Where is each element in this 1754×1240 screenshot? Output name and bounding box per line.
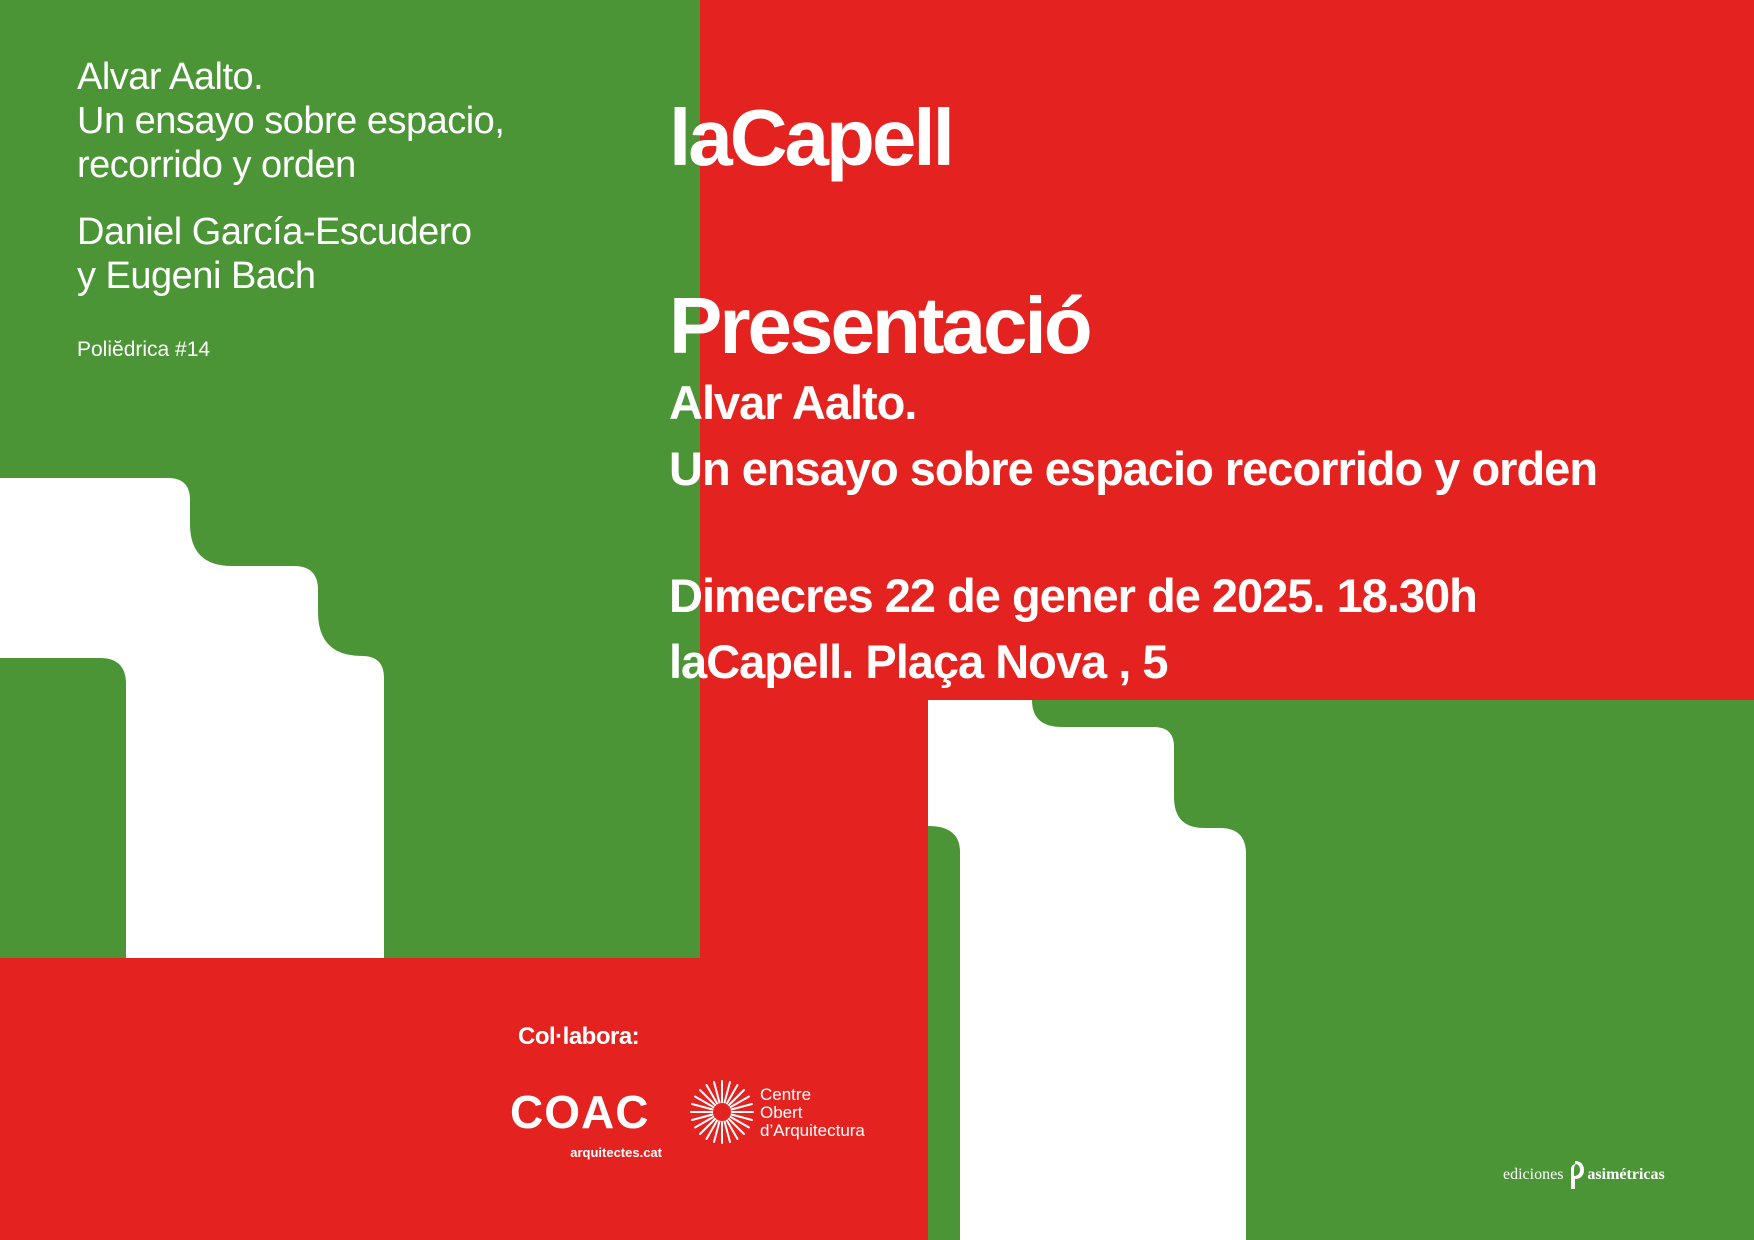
book-title: Alvar Aalto. Un ensayo sobre espacio, re…: [77, 56, 505, 186]
centre-obert-arquitectura-text: Centre Obert d’Arquitectura: [760, 1085, 865, 1140]
coac-logo-mark: COAC: [510, 1086, 650, 1138]
sunburst-icon: [690, 1080, 754, 1144]
book-series: Poliĕdrica #14: [77, 338, 211, 361]
stepped-shape-left: [0, 478, 384, 958]
coac-logo-subtitle: arquitectes.cat: [570, 1145, 662, 1160]
event-subtitle: Alvar Aalto. Un ensayo sobre espacio rec…: [669, 376, 1598, 495]
venue-name: laCapell: [669, 93, 955, 182]
publisher-logo: ediciones asimétricas: [1503, 1160, 1665, 1190]
event-date-location: Dimecres 22 de gener de 2025. 18.30h laC…: [669, 569, 1478, 688]
event-label: Presentació: [669, 281, 1093, 370]
coac-logo: COAC arquitectes.cat: [510, 1088, 662, 1162]
collaborators-label: Col·labora:: [518, 1023, 640, 1050]
publisher-name: asimétricas: [1587, 1166, 1665, 1183]
centre-obert-arquitectura-logo: Centre Obert d’Arquitectura: [690, 1080, 900, 1146]
publisher-prefix: ediciones: [1503, 1166, 1564, 1183]
publisher-mark-icon: [1571, 1161, 1585, 1189]
book-authors: Daniel García-Escudero y Eugeni Bach: [77, 211, 472, 297]
stepped-shape-right: [928, 700, 1246, 1240]
